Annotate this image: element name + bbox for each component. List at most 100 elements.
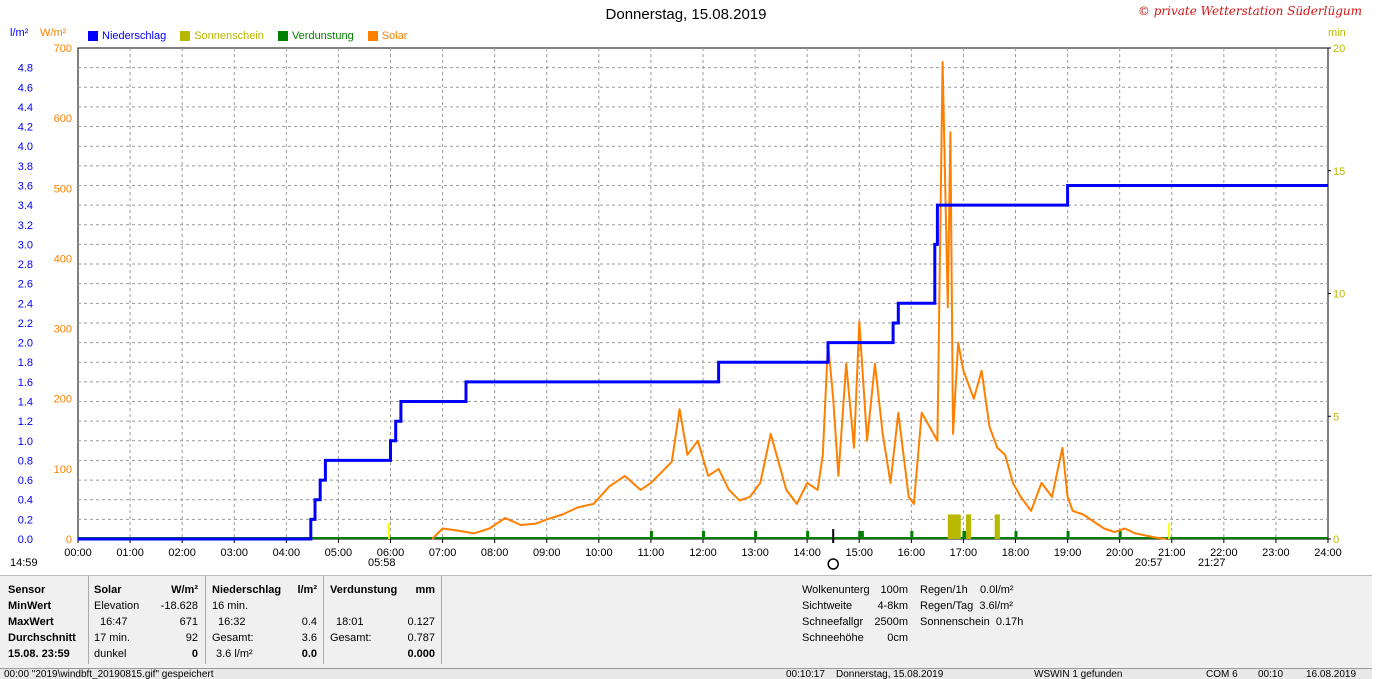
stats-cell: 0.787 bbox=[407, 632, 435, 644]
x-axis-tick-label: 06:00 bbox=[377, 547, 405, 559]
x-axis-tick-label: 17:00 bbox=[950, 547, 978, 559]
info-row: Wolkenunterg 100m bbox=[802, 582, 908, 598]
legend-label: Sonnenschein bbox=[194, 30, 264, 42]
sunshine-bar bbox=[966, 514, 972, 539]
sunshine-bar bbox=[994, 514, 1000, 539]
stats-precip-row: Gesamt: 3.6 bbox=[212, 630, 317, 646]
stats-divider bbox=[205, 576, 206, 664]
weather-info-right: Regen/1h 0.0l/m² Regen/Tag 3.6l/m² Sonne… bbox=[920, 582, 1023, 630]
precip-axis-tick-label: 4.4 bbox=[18, 102, 33, 114]
status-found: WSWIN 1 gefunden bbox=[1034, 669, 1123, 679]
x-axis-tick-label: 13:00 bbox=[741, 547, 769, 559]
stats-cell: Gesamt: bbox=[212, 632, 254, 644]
stats-evap-row: 18:01 0.127 bbox=[330, 614, 435, 630]
evaporation-mark bbox=[1118, 531, 1122, 539]
stats-labels: Sensor MinWert MaxWert Durchschnitt 15.0… bbox=[8, 582, 76, 662]
precip-axis-tick-label: 3.6 bbox=[18, 180, 33, 192]
solar-axis-tick-label: 300 bbox=[54, 324, 72, 336]
window-edge bbox=[1372, 0, 1396, 678]
info-row: Regen/1h 0.0l/m² bbox=[920, 582, 1023, 598]
stats-cell: 17 min. bbox=[94, 632, 131, 644]
sun-axis-tick-label: 5 bbox=[1333, 411, 1339, 423]
stats-solar-header: Solar W/m² bbox=[94, 582, 198, 598]
status-date: Donnerstag, 15.08.2019 bbox=[836, 669, 944, 679]
evaporation-mark bbox=[649, 531, 653, 539]
stats-solar-row: dunkel 0 bbox=[94, 646, 198, 662]
status-clock: 00:10 bbox=[1258, 669, 1284, 679]
stats-cell: Gesamt: bbox=[330, 632, 372, 644]
precip-axis-tick-label: 0.0 bbox=[18, 534, 33, 546]
stats-precip: Niederschlag l/m² 16 min. 16:32 0.4 Gesamt… bbox=[212, 582, 317, 662]
stats-divider bbox=[323, 576, 324, 664]
precip-axis-tick-label: 0.2 bbox=[18, 514, 33, 526]
stats-evap-row: Gesamt: 0.787 bbox=[330, 630, 435, 646]
legend-item-sonnenschein: Sonnenschein bbox=[180, 30, 264, 42]
evaporation-mark bbox=[860, 531, 864, 539]
legend-label: Niederschlag bbox=[102, 30, 167, 42]
solar-axis-tick-label: 700 bbox=[54, 43, 72, 55]
x-axis-tick-label: 15:00 bbox=[845, 547, 873, 559]
stats-precip-row: 3.6 l/m² 0.0 bbox=[212, 646, 317, 662]
stats-cell: 0 bbox=[191, 648, 198, 660]
info-value: 100m bbox=[880, 584, 908, 596]
x-axis-tick-label: 02:00 bbox=[168, 547, 196, 559]
x-axis-tick-label: 05:00 bbox=[325, 547, 353, 559]
stats-cell: 0.127 bbox=[407, 616, 435, 628]
legend: Niederschlag Sonnenschein Verdunstung So… bbox=[88, 30, 407, 42]
evaporation-mark bbox=[962, 531, 966, 539]
x-axis-tick-label: 22:00 bbox=[1210, 547, 1238, 559]
stats-solar-row: 17 min. 92 bbox=[94, 630, 198, 646]
stats-label-min: MinWert bbox=[8, 600, 52, 612]
info-key: Schneehöhe bbox=[802, 632, 864, 644]
legend-label: Verdunstung bbox=[291, 30, 354, 42]
legend-item-solar: Solar bbox=[367, 30, 407, 42]
info-key: Schneefallgr bbox=[802, 616, 864, 628]
precip-axis-tick-label: 2.6 bbox=[18, 279, 33, 291]
info-value: 0cm bbox=[887, 632, 908, 644]
stats-solar-row: Elevation -18.628 bbox=[94, 598, 198, 614]
solar-axis-tick-label: 0 bbox=[66, 534, 72, 546]
legend-swatch bbox=[88, 31, 98, 41]
sunrise-marker: 05:58 bbox=[368, 557, 396, 569]
x-axis-tick-label: 10:00 bbox=[585, 547, 613, 559]
solar-line bbox=[431, 61, 1167, 540]
legend-swatch bbox=[277, 31, 288, 41]
status-port: COM 6 bbox=[1206, 669, 1238, 679]
chart-area: 0.0 0.2 0.4 0.6 0.8 1.0 1.2 1.4 1.6 1.8 2.0 2.2 2.4 2… bbox=[18, 43, 1345, 570]
stats-evap: Verdunstung mm 18:01 0.127 Gesamt: 0.787 0.… bbox=[330, 582, 435, 662]
status-time: 00:10:17 bbox=[786, 669, 825, 679]
copyright-text: © private Wetterstation Süderlügum bbox=[1137, 4, 1362, 18]
info-value: 4-8km bbox=[877, 600, 908, 612]
evaporation-mark bbox=[754, 531, 758, 539]
stats-cell: 3.6 l/m² bbox=[216, 648, 253, 660]
x-axis-tick-label: 16:00 bbox=[898, 547, 926, 559]
precip-axis-tick-label: 3.2 bbox=[18, 220, 33, 232]
precip-axis-tick-label: 0.4 bbox=[18, 495, 33, 507]
sunrise-left-marker: 14:59 bbox=[10, 557, 38, 569]
x-axis-tick-label: 12:00 bbox=[689, 547, 717, 559]
stats-evap-header: Verdunstung mm bbox=[330, 582, 435, 598]
solar-axis-tick-label: 500 bbox=[54, 183, 72, 195]
stats-precip-title: Niederschlag bbox=[212, 584, 282, 596]
stats-solar-unit: W/m² bbox=[171, 584, 198, 596]
stats-precip-unit: l/m² bbox=[297, 584, 317, 596]
info-key: Wolkenunterg bbox=[802, 584, 870, 596]
chart-title: Donnerstag, 15.08.2019 bbox=[605, 6, 767, 23]
legend-item-niederschlag: Niederschlag bbox=[88, 30, 166, 42]
sunset-marker: 20:57 bbox=[1135, 557, 1163, 569]
stats-evap-row: 0.000 bbox=[330, 646, 435, 662]
stats-cell: 0.0 bbox=[301, 648, 317, 660]
status-message: 00:00 "2019\windbft_20190815.gif" gespei… bbox=[4, 669, 214, 679]
stats-cell: Elevation bbox=[94, 600, 140, 612]
sun-axis-tick-label: 0 bbox=[1333, 534, 1339, 546]
x-axis-tick-label: 24:00 bbox=[1314, 547, 1342, 559]
precipitation-line bbox=[78, 184, 1328, 541]
info-value: 0.0l/m² bbox=[979, 584, 1014, 596]
stats-divider bbox=[88, 576, 89, 664]
stats-evap-row bbox=[330, 598, 435, 614]
weather-info-left: Wolkenunterg 100m Sichtweite 4-8km Schneef… bbox=[802, 582, 908, 646]
stats-precip-row: 16:32 0.4 bbox=[212, 614, 317, 630]
stats-evap-unit: mm bbox=[415, 584, 435, 596]
stats-cell: 18:01 bbox=[336, 616, 364, 628]
sun-axis-tick-label: 15 bbox=[1333, 166, 1345, 178]
